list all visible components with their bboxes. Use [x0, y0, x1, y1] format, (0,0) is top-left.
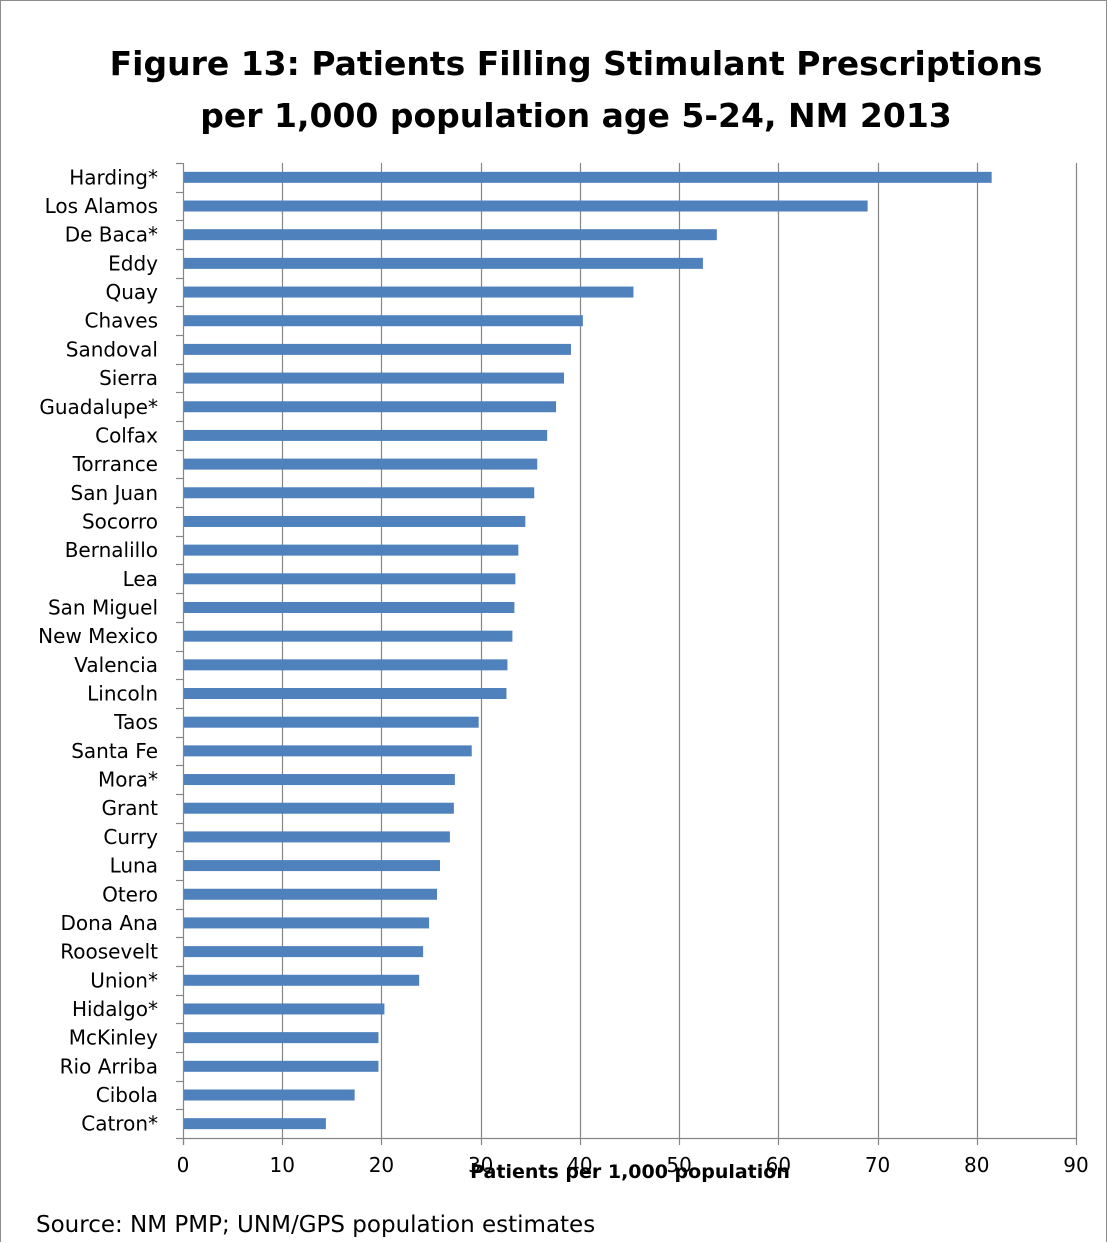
bar	[183, 200, 868, 212]
bar	[183, 745, 472, 757]
bar	[183, 1060, 379, 1072]
x-tick-label: 50	[666, 1153, 691, 1177]
bar	[183, 688, 507, 700]
category-label: Roosevelt	[60, 940, 158, 964]
category-label: Socorro	[82, 509, 158, 533]
category-labels: Harding* Los Alamos De Baca* Eddy Quay Chaves…	[38, 165, 158, 1135]
bar	[183, 286, 634, 298]
chart-title-line-2: per 1,000 population age 5-24, NM 2013	[200, 96, 952, 135]
bar	[183, 171, 992, 183]
x-tick-label: 90	[1063, 1153, 1088, 1177]
bar	[183, 946, 424, 958]
category-label: Bernalillo	[65, 538, 158, 562]
bar	[183, 1032, 379, 1044]
bar	[183, 515, 526, 527]
bar	[183, 343, 571, 355]
bar	[183, 917, 430, 929]
category-label: Quay	[105, 280, 158, 304]
category-label: Mora*	[98, 768, 158, 792]
bar	[183, 229, 717, 241]
x-tick-label: 40	[567, 1153, 592, 1177]
bar	[183, 372, 565, 384]
category-label: Hidalgo*	[72, 997, 158, 1021]
chart-title-line-1: Figure 13: Patients Filling Stimulant Pr…	[109, 44, 1043, 83]
category-label: Colfax	[95, 423, 158, 447]
bar	[183, 1003, 385, 1015]
bar	[183, 659, 508, 671]
category-label: De Baca*	[65, 223, 158, 247]
category-label: Luna	[110, 854, 158, 878]
category-label: Eddy	[108, 251, 158, 275]
x-tick-label: 80	[964, 1153, 989, 1177]
bar	[183, 774, 455, 786]
bar	[183, 601, 515, 613]
x-tick-labels: 0 10 20 30 40 50 60 70 80 90	[177, 1153, 1089, 1177]
category-label: Guadalupe*	[39, 395, 158, 419]
category-label: Curry	[103, 825, 158, 849]
bar	[183, 1089, 355, 1101]
category-label: Cibola	[96, 1083, 158, 1107]
bar	[183, 429, 548, 441]
category-label: Sandoval	[66, 337, 158, 361]
gridlines	[281, 163, 1078, 1138]
category-label: Valencia	[74, 653, 158, 677]
bar	[183, 888, 438, 900]
category-label: Rio Arriba	[60, 1054, 158, 1078]
bar	[183, 831, 450, 843]
category-label: Santa Fe	[71, 739, 158, 763]
bar	[183, 544, 519, 556]
x-tick-label: 0	[177, 1153, 190, 1177]
bar	[183, 1118, 326, 1130]
bar	[183, 630, 513, 642]
bar	[183, 401, 557, 413]
bar	[183, 974, 420, 986]
category-label: San Juan	[71, 481, 159, 505]
category-label: Taos	[113, 710, 158, 734]
category-label: Torrance	[72, 452, 158, 476]
bar	[183, 315, 583, 327]
chart-title: Figure 13: Patients Filling Stimulant Pr…	[0, 38, 1108, 142]
bar	[183, 257, 703, 269]
x-tick-label: 60	[766, 1153, 791, 1177]
x-tick-label: 20	[369, 1153, 394, 1177]
category-label: Dona Ana	[60, 911, 158, 935]
category-label: Otero	[102, 882, 158, 906]
category-label: Sierra	[99, 366, 158, 390]
bars	[183, 171, 992, 1130]
category-label: Union*	[90, 968, 158, 992]
category-label: New Mexico	[38, 624, 158, 648]
category-label: Lincoln	[87, 682, 158, 706]
category-label: Grant	[102, 796, 159, 820]
x-tick-label: 70	[865, 1153, 890, 1177]
category-label: Catron*	[81, 1112, 158, 1136]
bar	[183, 458, 538, 470]
category-label: Lea	[123, 567, 158, 591]
x-tick-label: 30	[468, 1153, 493, 1177]
category-label: McKinley	[69, 1026, 158, 1050]
category-label: Chaves	[85, 309, 158, 333]
axes	[176, 162, 1078, 1145]
category-label: Harding*	[69, 165, 158, 189]
source-note: Source: NM PMP; UNM/GPS population estim…	[36, 1212, 596, 1238]
bar	[183, 487, 535, 499]
bar	[183, 802, 454, 814]
bar	[183, 716, 479, 728]
x-tick-label: 10	[269, 1153, 294, 1177]
bar	[183, 573, 516, 585]
x-axis-title: Patients per 1,000 population	[470, 1161, 790, 1183]
category-label: San Miguel	[48, 595, 158, 619]
bar	[183, 860, 440, 872]
category-label: Los Alamos	[45, 194, 158, 218]
